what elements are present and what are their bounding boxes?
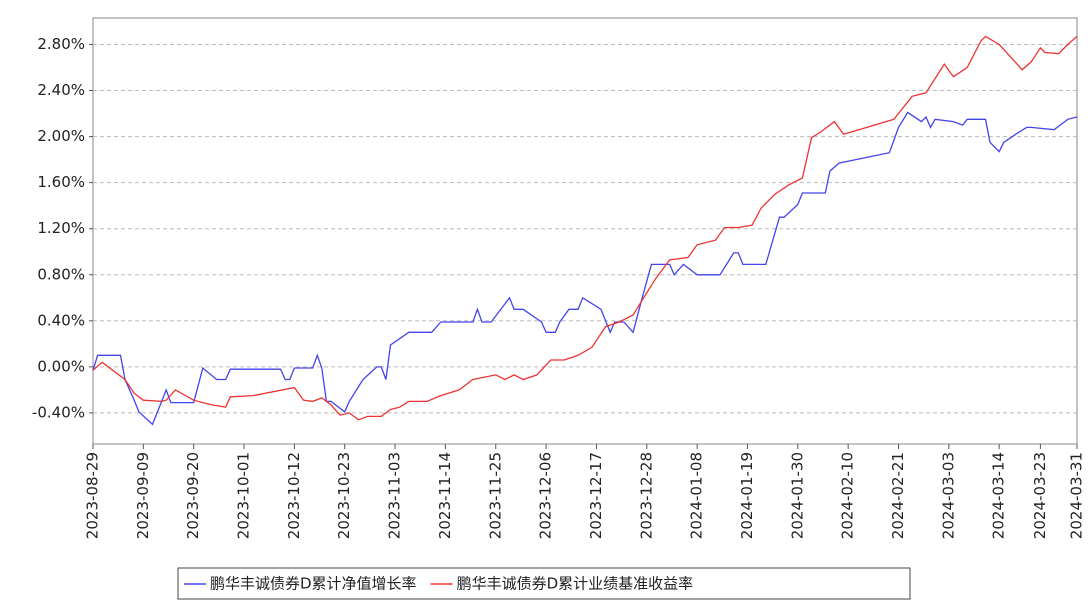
x-tick-label: 2023-11-25 xyxy=(486,452,504,539)
series-line xyxy=(92,111,1078,426)
x-tick-label: 2023-09-20 xyxy=(184,452,202,539)
legend-label: 鹏华丰诚债券D累计净值增长率 xyxy=(210,575,417,593)
x-tick-label: 2023-12-17 xyxy=(587,452,605,539)
y-tick-label: 2.80% xyxy=(37,35,85,53)
x-tick-label: 2024-01-30 xyxy=(788,452,806,539)
legend-box xyxy=(177,567,911,600)
y-tick-label: 1.60% xyxy=(37,173,85,191)
x-tick-label: 2024-03-23 xyxy=(1031,452,1049,539)
x-tick-label: 2023-11-14 xyxy=(436,452,454,539)
y-tick-label: 0.40% xyxy=(37,311,85,329)
plot-frame xyxy=(92,17,1078,445)
series-line xyxy=(92,35,1078,421)
x-tick-label: 2023-12-28 xyxy=(637,452,655,539)
x-tick-label: 2024-02-21 xyxy=(889,452,907,539)
x-tick-label: 2024-03-03 xyxy=(939,452,957,539)
x-tick-label: 2023-11-03 xyxy=(386,452,404,539)
x-tick-label: 2023-09-09 xyxy=(134,452,152,539)
legend-label: 鹏华丰诚债券D累计业绩基准收益率 xyxy=(457,575,694,593)
y-tick-label: -0.40% xyxy=(32,403,85,421)
x-tick-label: 2024-02-10 xyxy=(839,452,857,539)
x-tick-label: 2024-01-19 xyxy=(738,452,756,539)
x-tick-label: 2024-01-08 xyxy=(688,452,706,539)
x-tick-label: 2023-10-01 xyxy=(235,452,253,539)
x-tick-label: 2024-03-14 xyxy=(990,452,1008,539)
x-tick-label: 2024-03-31 xyxy=(1068,452,1086,539)
x-tick-label: 2023-08-29 xyxy=(84,452,102,539)
y-tick-label: 0.00% xyxy=(37,357,85,375)
x-tick-label: 2023-10-12 xyxy=(285,452,303,539)
y-tick-label: 0.80% xyxy=(37,265,85,283)
x-tick-label: 2023-12-06 xyxy=(537,452,555,539)
y-tick-label: 2.00% xyxy=(37,127,85,145)
y-tick-label: 2.40% xyxy=(37,81,85,99)
y-tick-label: 1.20% xyxy=(37,219,85,237)
x-tick-label: 2023-10-23 xyxy=(335,452,353,539)
